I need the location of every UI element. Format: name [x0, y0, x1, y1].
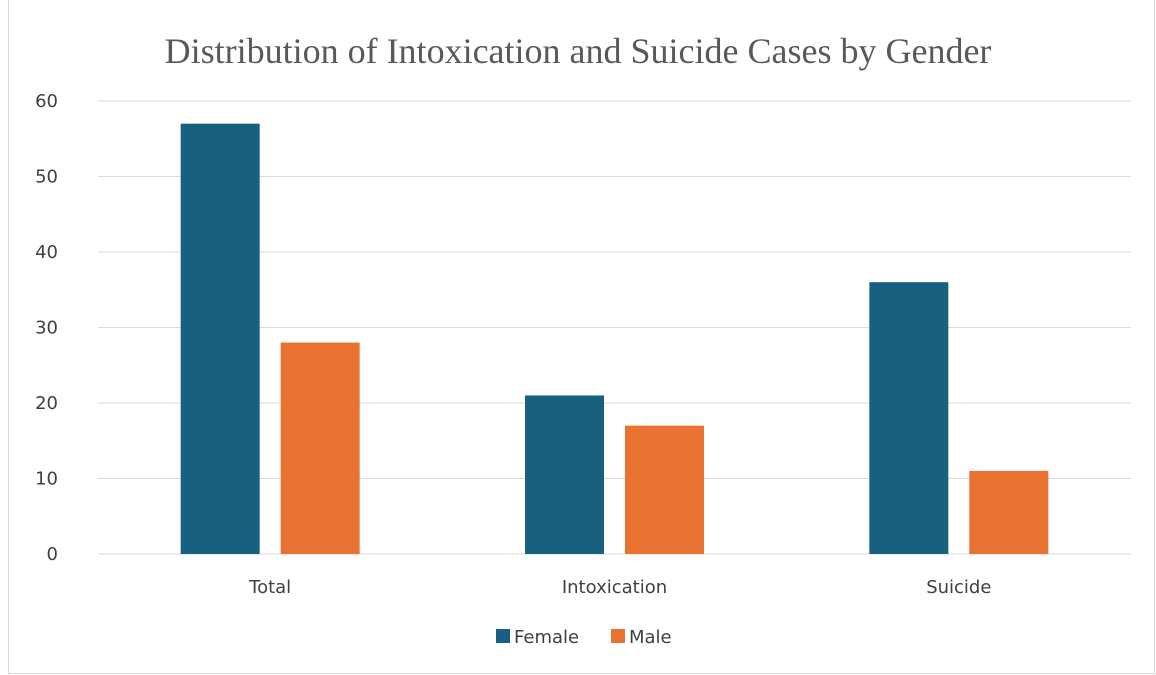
y-tick-label: 20 — [35, 393, 58, 414]
legend: Female Male — [496, 627, 672, 648]
bar-male-total — [280, 342, 360, 554]
y-tick-label: 60 — [35, 91, 58, 112]
x-category-label: Total — [248, 577, 291, 598]
x-category-label: Suicide — [926, 577, 991, 598]
bar-male-suicide — [969, 470, 1049, 554]
chart-title: Distribution of Intoxication and Suicide… — [165, 31, 992, 71]
y-tick-label: 10 — [35, 469, 58, 490]
x-axis: Total Intoxication Suicide — [248, 577, 991, 598]
bar-female-intoxication — [525, 395, 604, 554]
y-tick-label: 30 — [35, 318, 58, 339]
legend-swatch-female — [496, 629, 510, 643]
bar-female-total — [180, 123, 260, 555]
gridlines — [98, 100, 1131, 555]
bars — [180, 123, 1049, 555]
bar-female-suicide — [869, 282, 949, 554]
bar-male-intoxication — [625, 425, 704, 554]
y-axis: 0 10 20 30 40 50 60 — [35, 91, 58, 565]
legend-label-female: Female — [514, 627, 579, 648]
legend-swatch-male — [611, 629, 625, 643]
legend-label-male: Male — [629, 627, 672, 648]
y-tick-label: 40 — [35, 242, 58, 263]
y-tick-label: 50 — [35, 167, 58, 188]
x-category-label: Intoxication — [562, 577, 667, 598]
y-tick-label: 0 — [47, 544, 58, 565]
